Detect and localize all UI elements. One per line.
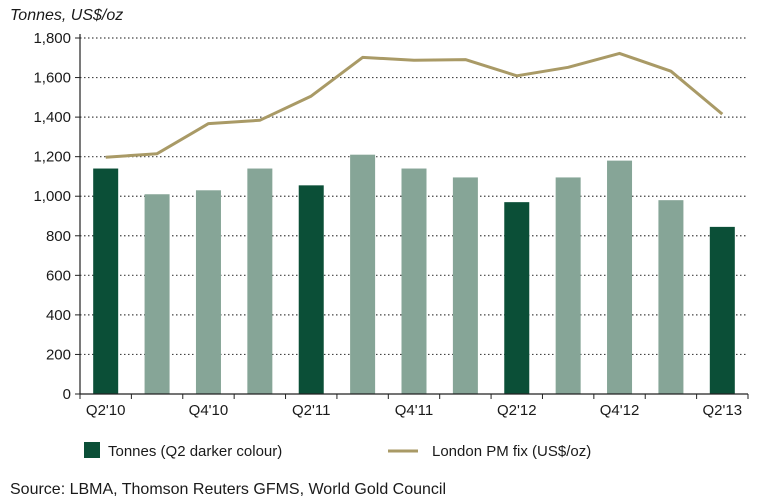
bar-q1-12 [452, 177, 478, 394]
bar-q4-11 [401, 168, 427, 394]
legend-swatch-tonnes [84, 442, 100, 458]
y-tick-label: 600 [46, 267, 71, 284]
y-tick-label: 1,600 [33, 70, 71, 87]
bar-q4-10 [195, 190, 221, 394]
bar-q3-12 [555, 177, 581, 394]
bar-series [93, 154, 735, 394]
y-tick-label: 400 [46, 307, 71, 324]
gridlines [80, 37, 748, 356]
y-tick-label: 1,400 [33, 109, 71, 126]
bar-q2-11 [298, 185, 324, 394]
legend-label-tonnes: Tonnes (Q2 darker colour) [108, 443, 282, 460]
bar-q4-12 [607, 160, 633, 394]
bar-q2-10 [93, 168, 119, 394]
axes [79, 34, 748, 395]
y-tick-label: 1,200 [33, 149, 71, 166]
bar-q2-13 [709, 226, 735, 394]
x-tick-label: Q2'12 [497, 402, 537, 419]
y-axis-ticks: 0 200 400 600 800 1,000 1,200 1,400 1,600 1,800 [33, 30, 80, 403]
x-tick-label: Q2'11 [292, 402, 330, 419]
legend-label-london-pm-fix: London PM fix (US$/oz) [432, 443, 591, 460]
x-tick-label: Q4'12 [600, 402, 640, 419]
x-tick-label: Q2'13 [703, 402, 743, 419]
x-axis-ticks: Q2'10 Q4'10 Q2'11 Q4'11 Q2'12 Q4'12 Q2'13 [79, 394, 749, 419]
bar-q2-12 [504, 202, 530, 394]
y-tick-label: 0 [63, 386, 71, 403]
y-tick-label: 800 [46, 228, 71, 245]
unit-label: Tonnes, US$/oz [10, 7, 123, 24]
y-tick-label: 1,800 [33, 30, 71, 47]
source-note: Source: LBMA, Thomson Reuters GFMS, Worl… [10, 481, 446, 498]
bar-q1-13 [658, 200, 684, 394]
bar-q3-10 [144, 194, 170, 394]
x-tick-label: Q4'10 [189, 402, 229, 419]
bar-q3-11 [350, 154, 376, 394]
bar-q1-11 [247, 168, 273, 394]
x-tick-label: Q2'10 [86, 402, 126, 419]
line-series [105, 51, 724, 159]
y-tick-label: 200 [46, 346, 71, 363]
legend: Tonnes (Q2 darker colour) London PM fix … [84, 442, 591, 460]
x-tick-label: Q4'11 [395, 402, 433, 419]
y-tick-label: 1,000 [33, 188, 71, 205]
line-london-pm-fix [105, 51, 724, 159]
